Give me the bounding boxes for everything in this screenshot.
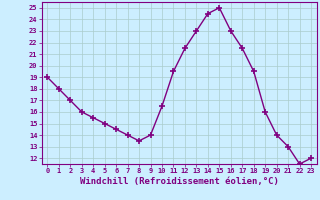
X-axis label: Windchill (Refroidissement éolien,°C): Windchill (Refroidissement éolien,°C): [80, 177, 279, 186]
